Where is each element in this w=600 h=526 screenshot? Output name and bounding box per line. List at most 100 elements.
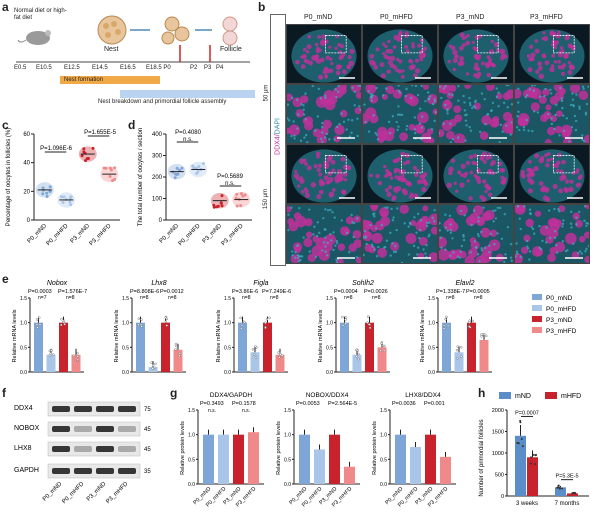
- oocyte-dot: [371, 61, 377, 67]
- nucleus: [478, 130, 482, 133]
- nucleus: [498, 206, 502, 210]
- oocyte: [496, 93, 503, 100]
- oocyte-dot: [570, 66, 575, 70]
- nucleus: [322, 241, 326, 244]
- data-point: [468, 319, 471, 322]
- data-point: [240, 323, 244, 327]
- oocyte-dot: [551, 53, 556, 58]
- p-value: P=0.0036: [392, 401, 416, 407]
- p-value: P=1.576E-7: [58, 289, 87, 295]
- nucleus: [389, 254, 392, 257]
- data-point: [455, 348, 459, 352]
- y-tick-label: 0.0: [326, 370, 333, 376]
- nucleus: [452, 251, 455, 254]
- bar-P0_mHFD: [218, 434, 229, 484]
- oocyte-dot: [402, 161, 407, 166]
- nucleus: [557, 209, 561, 213]
- nucleus: [509, 242, 513, 246]
- n-label: n=8: [140, 295, 149, 301]
- oocyte: [502, 111, 513, 122]
- panel-c-ylabel: Percentage of oocytes in follicles (%): [6, 128, 12, 226]
- nucleus: [562, 219, 565, 222]
- oocyte: [365, 107, 377, 119]
- nucleus: [390, 207, 393, 211]
- oocyte-dot: [542, 54, 547, 59]
- data-point: [571, 492, 574, 495]
- nucleus: [375, 133, 379, 136]
- x-tick-label: P0_mND: [159, 223, 181, 245]
- nucleus: [463, 214, 466, 217]
- nucleus: [573, 114, 577, 118]
- nucleus: [522, 125, 526, 129]
- nucleus: [302, 104, 305, 107]
- oocyte: [379, 207, 390, 218]
- data-point: [201, 161, 205, 165]
- y-tick-label: 2000: [492, 408, 504, 414]
- nucleus: [530, 226, 534, 229]
- nucleus: [528, 88, 532, 91]
- bar-P0_mHFD: [250, 352, 260, 372]
- oocyte-dot: [328, 45, 332, 49]
- n-label: n=8: [344, 295, 353, 301]
- nucleus: [413, 128, 416, 131]
- nucleus: [388, 131, 392, 135]
- bar-P0_mND: [299, 434, 310, 484]
- blot-strip: [47, 421, 141, 437]
- data-point: [150, 361, 153, 364]
- oocyte-dot: [455, 189, 459, 193]
- nucleus: [560, 99, 564, 103]
- oocyte: [392, 89, 403, 99]
- nucleus: [418, 107, 422, 111]
- oocyte-dot: [310, 182, 317, 188]
- oocyte-dot: [500, 175, 505, 180]
- oocyte-dot: [328, 193, 333, 198]
- oocyte-dot: [529, 44, 534, 49]
- oocyte: [542, 88, 550, 97]
- oocyte-dot: [465, 72, 470, 76]
- data-point: [519, 419, 522, 422]
- nucleus: [414, 85, 418, 88]
- nucleus: [518, 128, 521, 132]
- micrograph-p3-mhfd-r0: [514, 24, 590, 84]
- nucleus: [533, 85, 537, 87]
- nucleus: [434, 110, 437, 114]
- nucleus: [559, 86, 562, 90]
- data-point: [534, 454, 537, 457]
- nucleus: [469, 251, 473, 254]
- oocyte-dot: [387, 39, 391, 44]
- nucleus: [321, 131, 324, 134]
- nucleus: [337, 85, 340, 88]
- nucleus: [506, 225, 510, 229]
- oocyte: [312, 235, 320, 243]
- oocyte-dot: [487, 192, 493, 198]
- oocyte-dot: [300, 64, 306, 69]
- nucleus: [524, 96, 527, 99]
- nucleus: [433, 220, 436, 223]
- nucleus: [504, 124, 508, 127]
- oocyte-dot: [315, 48, 320, 54]
- nucleus: [336, 90, 340, 93]
- bar-P0_mND: [395, 434, 406, 484]
- oocyte-dot: [331, 188, 336, 192]
- nucleus: [348, 135, 352, 138]
- oocyte-dot: [557, 52, 563, 58]
- oocyte: [559, 87, 566, 95]
- nucleus: [543, 95, 546, 98]
- oocyte: [469, 212, 480, 224]
- data-point: [480, 333, 483, 336]
- oocyte: [430, 226, 437, 235]
- data-point: [38, 316, 41, 319]
- panel-letter-d: d: [128, 118, 136, 132]
- oocyte: [547, 218, 556, 227]
- p-value: P=0.0004: [334, 289, 358, 295]
- oocyte-dot: [537, 61, 542, 66]
- p-value: P=0.001: [424, 401, 445, 407]
- n-label: n=8: [270, 295, 279, 301]
- y-tick-label: 1.5: [20, 296, 27, 302]
- nucleus: [526, 247, 530, 250]
- oocyte-dot: [486, 55, 491, 60]
- oocyte-dot: [337, 64, 342, 69]
- data-point: [91, 146, 95, 150]
- nucleus: [510, 259, 513, 262]
- data-point: [61, 200, 65, 204]
